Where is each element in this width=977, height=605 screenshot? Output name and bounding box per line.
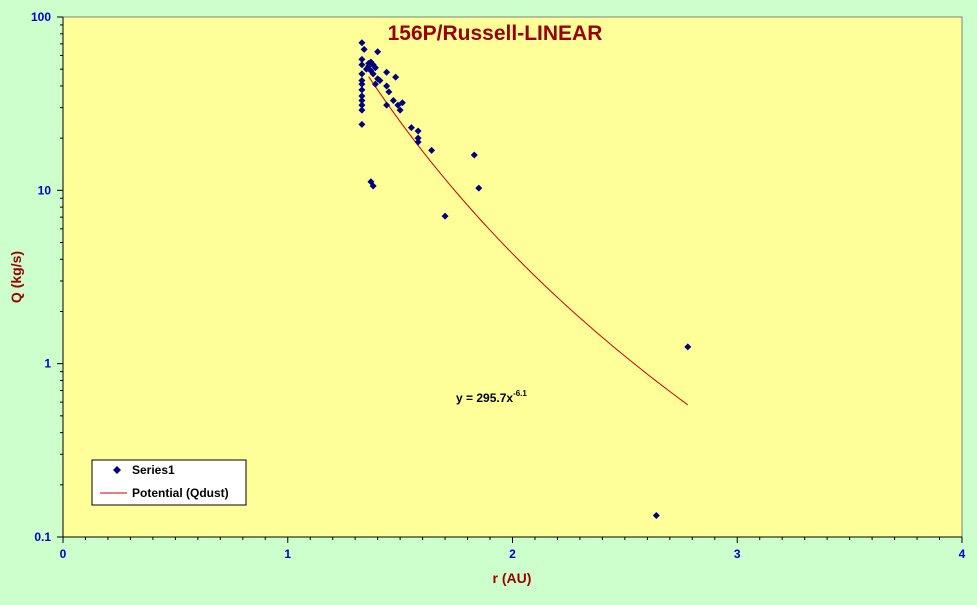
data-point (414, 138, 422, 146)
data-point (358, 55, 366, 63)
data-point (369, 182, 377, 190)
y-tick-label: 0.1 (34, 530, 51, 544)
data-point (360, 45, 368, 53)
data-point (358, 96, 366, 104)
data-point (371, 64, 379, 72)
legend-marker-series1 (113, 466, 121, 474)
data-point (684, 343, 692, 351)
x-axis: 0 1 2 3 4 (60, 536, 966, 561)
legend-label-series1: Series1 (132, 463, 175, 477)
data-point (414, 127, 422, 135)
equation-exponent: -6.1 (513, 389, 527, 398)
x-tick-label: 3 (734, 547, 741, 561)
data-point (358, 61, 366, 69)
x-axis-title: r (AU) (493, 570, 532, 586)
x-tick-label: 1 (284, 547, 291, 561)
data-point (383, 82, 391, 90)
data-point (358, 120, 366, 128)
data-point (652, 512, 660, 520)
data-point (374, 48, 382, 56)
y-axis: 0.1 1 10 100 (31, 10, 64, 544)
x-tick-label: 0 (60, 547, 67, 561)
legend-label-potential: Potential (Qdust) (132, 486, 229, 500)
data-point (441, 212, 449, 220)
data-point (428, 146, 436, 154)
data-point (358, 80, 366, 88)
data-point (470, 151, 478, 159)
data-point (392, 73, 400, 81)
data-point (376, 77, 384, 85)
data-point (358, 101, 366, 109)
data-point (358, 70, 366, 78)
data-point (396, 106, 404, 114)
x-tick-label: 4 (959, 547, 966, 561)
chart-title: 156P/Russell-LINEAR (388, 22, 603, 45)
data-point (398, 99, 406, 107)
data-point (369, 70, 377, 78)
data-point (407, 124, 415, 132)
data-point (383, 68, 391, 76)
scatter-points (358, 39, 692, 520)
trendline-layer (368, 76, 689, 406)
data-point (371, 80, 379, 88)
y-tick-label: 1 (44, 357, 51, 371)
equation-base: y = 295.7x (456, 391, 513, 405)
data-point (358, 106, 366, 114)
data-point (358, 86, 366, 94)
data-point (414, 134, 422, 142)
data-point (383, 101, 391, 109)
trendline-potential (368, 76, 689, 406)
y-axis-title: Q (kg/s) (8, 251, 24, 303)
legend: Series1 Potential (Qdust) (91, 459, 247, 506)
data-point (358, 92, 366, 100)
y-tick-label: 100 (31, 10, 51, 24)
y-tick-label: 10 (38, 183, 52, 197)
data-point (358, 39, 366, 47)
trendline-equation: y = 295.7x-6.1 (456, 389, 527, 405)
data-point (475, 184, 483, 192)
data-point (389, 96, 397, 104)
plot-area (62, 16, 963, 538)
x-tick-label: 2 (509, 547, 516, 561)
data-point (358, 77, 366, 85)
data-point (385, 88, 393, 96)
